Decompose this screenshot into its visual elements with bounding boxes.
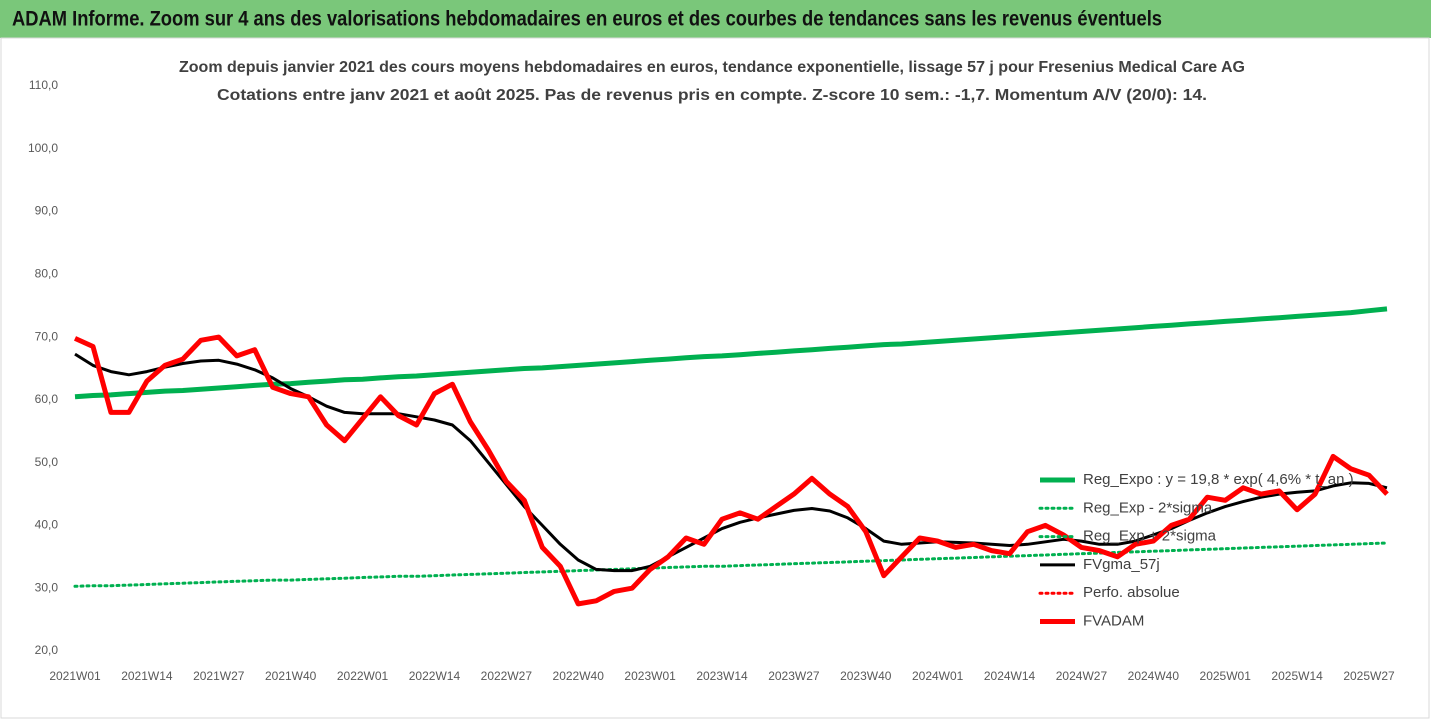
series-line (74, 306, 1388, 400)
y-tick-label: 70,0 (35, 329, 59, 343)
y-tick-label: 90,0 (35, 204, 59, 218)
x-tick-label: 2025W14 (1271, 669, 1323, 683)
x-tick-label: 2024W01 (912, 669, 964, 683)
legend-label: FVgma_57j (1083, 556, 1160, 573)
y-tick-label: 40,0 (35, 518, 59, 532)
header-bar (0, 0, 1431, 38)
x-tick-label: 2025W27 (1343, 669, 1395, 683)
legend: Reg_Expo : y = 19,8 * exp( 4,6% * t_an )… (1038, 471, 1354, 629)
x-tick-label: 2022W01 (337, 669, 389, 683)
legend-label: Reg_Exp - 2*sigma (1083, 499, 1213, 516)
x-tick-label: 2021W27 (193, 669, 245, 683)
y-tick-label: 30,0 (35, 580, 59, 594)
x-tick-label: 2022W40 (553, 669, 605, 683)
y-tick-label: 20,0 (35, 643, 59, 657)
plot-area (73, 306, 1389, 607)
y-tick-label: 100,0 (28, 141, 58, 155)
x-tick-label: 2024W14 (984, 669, 1036, 683)
x-tick-label: 2024W40 (1128, 669, 1180, 683)
series-line (73, 541, 1389, 588)
y-tick-label: 50,0 (35, 455, 59, 469)
y-tick-label: 110,0 (29, 78, 58, 92)
y-tick-label: 80,0 (35, 267, 59, 281)
x-tick-label: 2021W14 (121, 669, 173, 683)
x-tick-label: 2023W01 (624, 669, 676, 683)
x-tick-label: 2021W01 (49, 669, 101, 683)
axes: 20,0 30,0 40,0 50,0 60,0 70,0 80,0 90,0 100,0 110… (28, 78, 1395, 683)
x-tick-label: 2022W14 (409, 669, 461, 683)
header-title: ADAM Informe. Zoom sur 4 ans des valoris… (12, 8, 1162, 31)
x-tick-label: 2025W01 (1200, 669, 1252, 683)
chart-frame (0, 37, 1430, 719)
x-tick-label: 2023W27 (768, 669, 820, 683)
title-box (178, 52, 1246, 112)
legend-label: Reg_Expo : y = 19,8 * exp( 4,6% * t_an ) (1083, 471, 1354, 488)
x-tick-label: 2023W40 (840, 669, 892, 683)
x-tick-label: 2023W14 (696, 669, 748, 683)
chart-title: Zoom depuis janvier 2021 des cours moyen… (179, 59, 1245, 76)
chart-subtitle: Cotations entre janv 2021 et août 2025. … (217, 87, 1207, 104)
legend-label: Perfo. absolue (1083, 584, 1180, 601)
x-tick-label: 2021W40 (265, 669, 317, 683)
x-tick-label: 2024W27 (1056, 669, 1108, 683)
legend-label: Reg_Exp + 2*sigma (1083, 528, 1217, 545)
series-line (73, 334, 1389, 607)
x-tick-label: 2022W27 (481, 669, 533, 683)
legend-label: FVADAM (1083, 612, 1144, 629)
y-tick-label: 60,0 (35, 392, 59, 406)
